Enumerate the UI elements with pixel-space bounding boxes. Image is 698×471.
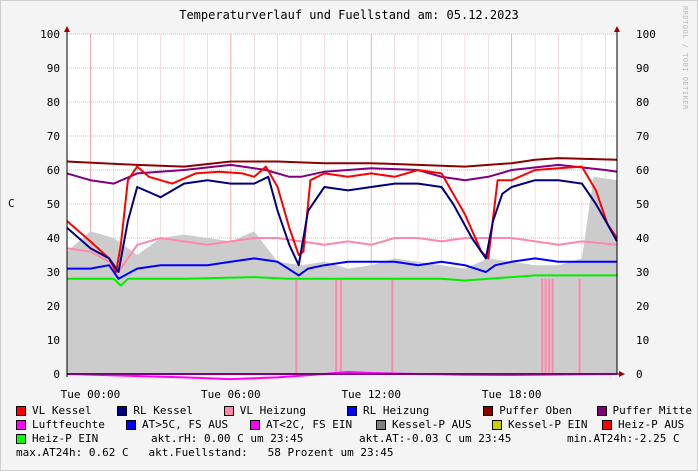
x-axis-arrow: [619, 371, 625, 377]
legend-item: Puffer Mitte: [596, 404, 692, 418]
legend-item: Heiz-P AUS: [602, 418, 684, 432]
legend-item: AT<2C, FS EIN: [250, 418, 372, 432]
y-tick-label: 0: [53, 368, 60, 381]
series-line: [66, 157, 618, 168]
y-tick-label: 80: [47, 96, 60, 109]
legend-swatch: [596, 406, 607, 416]
y-tick-label-right: 60: [636, 164, 649, 177]
pump-pulse: [548, 278, 551, 374]
stat-akt-at: akt.AT:-0.03 C um 23:45: [359, 432, 512, 445]
pump-pulse: [544, 278, 547, 374]
y-tick-label: 90: [47, 62, 60, 75]
legend-swatch: [602, 420, 612, 430]
stat-min-at24h: min.AT24h:-2.25 C: [567, 432, 680, 445]
legend-swatch: [117, 406, 128, 416]
pump-pulse: [339, 278, 342, 374]
legend-item: Kessel-P EIN: [492, 418, 598, 432]
legend-label: Kessel-P EIN: [508, 418, 588, 431]
pump-pulse: [578, 278, 581, 374]
legend-label: Kessel-P AUS: [392, 418, 472, 431]
legend-swatch: [16, 434, 26, 444]
x-tick-label: Tue 06:00: [201, 388, 261, 401]
legend-swatch: [483, 406, 494, 416]
legend-swatch: [16, 406, 26, 416]
y-tick-label: 20: [47, 300, 60, 313]
legend-item: Puffer Oben: [483, 404, 592, 418]
series-line: [67, 257, 617, 280]
pump-pulse: [391, 278, 394, 374]
legend-swatch: [492, 420, 502, 430]
legend-item: VL Heizung: [223, 404, 343, 418]
legend-swatch: [223, 406, 234, 416]
y-tick-label: 70: [47, 130, 60, 143]
x-tick-label: Tue 12:00: [341, 388, 401, 401]
legend-item: Heiz-P EIN: [16, 432, 147, 446]
y-tick-label-right: 90: [636, 62, 649, 75]
legend-label: VL Heizung: [239, 404, 306, 417]
legend-label: RL Heizung: [363, 404, 430, 417]
y-axis-arrow-right: [614, 26, 620, 32]
legend-row-2: Luftfeuchte AT>5C, FS AUS AT<2C, FS EIN …: [16, 418, 696, 432]
legend-swatch: [347, 406, 358, 416]
legend-label: Puffer Mitte: [612, 404, 692, 417]
chart-title: Temperaturverlauf und Fuellstand am: 05.…: [179, 8, 519, 22]
series-line: [66, 237, 618, 273]
legend-item: RL Kessel: [117, 404, 219, 418]
stat-akt-rh: akt.rH: 0.00 C um 23:45: [151, 432, 304, 445]
y-tick-label-right: 80: [636, 96, 649, 109]
humidity-area: [67, 176, 617, 374]
y-tick-label: 60: [47, 164, 60, 177]
pump-pulse: [551, 278, 554, 374]
legend-swatch: [126, 420, 136, 430]
legend-item: AT>5C, FS AUS: [126, 418, 246, 432]
legend-item: RL Heizung: [347, 404, 479, 418]
y-tick-label: 100: [40, 28, 60, 41]
y-tick-label-right: 100: [636, 28, 656, 41]
stat-max-at24h-fuellstand: max.AT24h: 0.62 C akt.Fuellstand: 58 Pro…: [16, 446, 394, 459]
y-axis-label: C: [8, 197, 15, 210]
legend-label: VL Kessel: [32, 404, 92, 417]
y-axis-arrow: [64, 26, 70, 32]
legend-swatch: [16, 420, 26, 430]
legend: VL Kessel RL Kessel VL Heizung RL Heizun…: [16, 404, 696, 460]
y-tick-label: 10: [47, 334, 60, 347]
y-tick-label: 50: [47, 198, 60, 211]
y-tick-label-right: 40: [636, 232, 649, 245]
y-tick-label-right: 30: [636, 266, 649, 279]
y-tick-label-right: 20: [636, 300, 649, 313]
x-tick-label: Tue 18:00: [482, 388, 542, 401]
y-tick-label-right: 70: [636, 130, 649, 143]
series-line: [66, 175, 618, 273]
y-tick-label: 30: [47, 266, 60, 279]
rrdtool-watermark: RRDTOOL / TOBI OETIKER: [681, 6, 689, 110]
pump-pulse: [295, 278, 298, 374]
legend-label: AT>5C, FS AUS: [142, 418, 229, 431]
y-tick-label-right: 0: [636, 368, 643, 381]
x-tick-label: Tue 00:00: [61, 388, 121, 401]
y-tick-label-right: 50: [636, 198, 649, 211]
legend-item: VL Kessel: [16, 404, 113, 418]
legend-item: Luftfeuchte: [16, 418, 122, 432]
legend-label: AT<2C, FS EIN: [266, 418, 353, 431]
pump-pulse: [335, 278, 338, 374]
legend-label: Luftfeuchte: [32, 418, 105, 431]
plot-area: 0 0 10 10 20 20 30 30 40 40 50 50 60 60 70 70 80 80 90 90 10…: [40, 26, 656, 401]
legend-item: Kessel-P AUS: [376, 418, 488, 432]
legend-row-1: VL Kessel RL Kessel VL Heizung RL Heizun…: [16, 404, 696, 418]
series-line: [66, 163, 618, 185]
y-tick-label-right: 10: [636, 334, 649, 347]
legend-row-3: Heiz-P EIN akt.rH: 0.00 C um 23:45 akt.A…: [16, 432, 696, 446]
legend-label: RL Kessel: [133, 404, 193, 417]
legend-swatch: [250, 420, 260, 430]
legend-row-4: max.AT24h: 0.62 C akt.Fuellstand: 58 Pro…: [16, 446, 696, 460]
legend-swatch: [376, 420, 386, 430]
legend-label: Puffer Oben: [499, 404, 573, 417]
pump-pulse: [541, 278, 544, 374]
legend-label: Heiz-P AUS: [618, 418, 685, 431]
y-tick-label: 40: [47, 232, 60, 245]
series-line: [67, 274, 617, 287]
legend-label: Heiz-P EIN: [32, 432, 99, 445]
